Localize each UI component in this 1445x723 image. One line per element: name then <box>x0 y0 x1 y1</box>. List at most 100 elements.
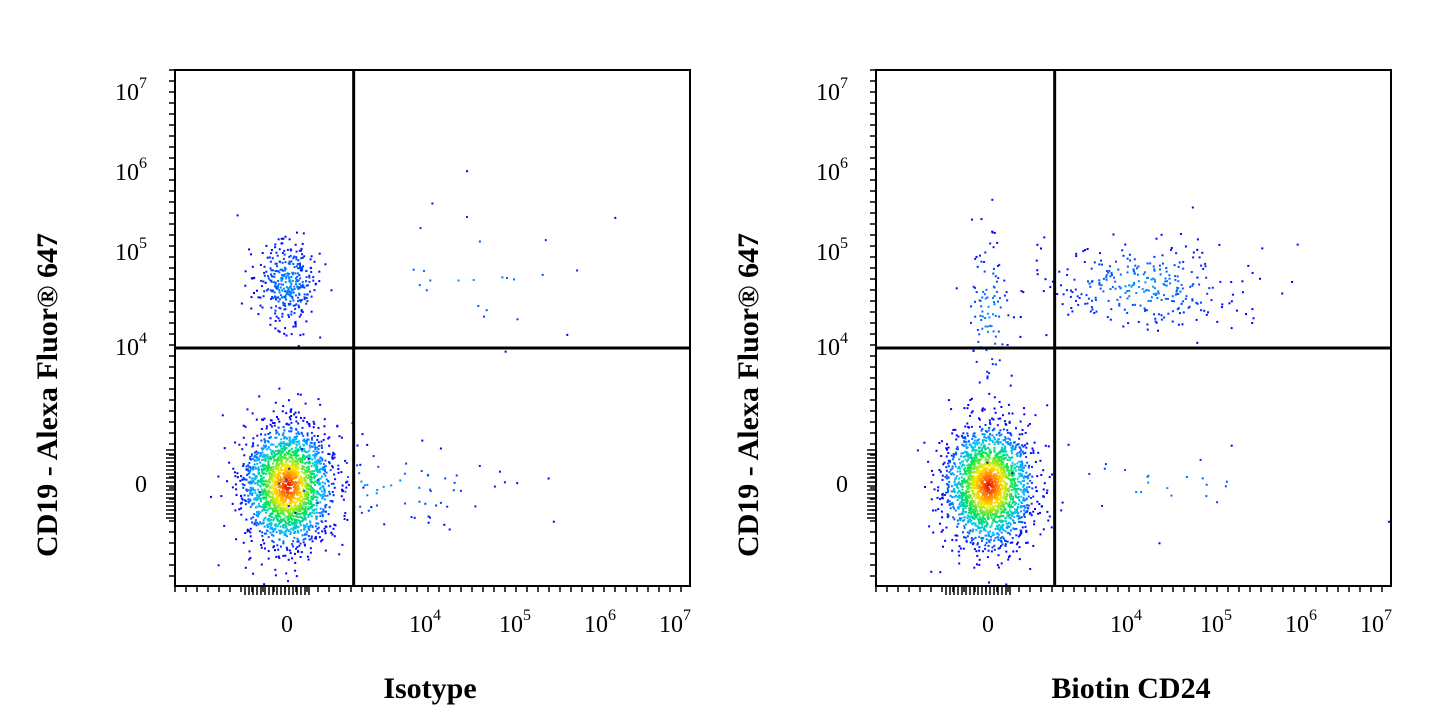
event-dot <box>258 480 261 483</box>
event-dot <box>282 531 285 534</box>
event-dot <box>290 467 292 470</box>
event-dot <box>304 491 307 494</box>
event-dot <box>962 510 965 513</box>
event-dot <box>940 440 943 443</box>
event-dot <box>1020 532 1023 535</box>
event-dot <box>314 495 317 498</box>
event-dot <box>988 479 991 482</box>
event-dot <box>989 538 992 541</box>
event-dot <box>289 552 292 555</box>
event-dot <box>1204 262 1207 265</box>
event-dot <box>973 465 976 467</box>
event-dot <box>951 467 954 470</box>
event-dot <box>292 527 295 530</box>
event-dot <box>949 507 952 510</box>
event-dot <box>267 536 270 539</box>
event-dot <box>952 473 955 476</box>
event-dot <box>948 500 951 503</box>
event-dot <box>284 436 287 439</box>
event-dot <box>288 464 291 467</box>
event-dot <box>1011 498 1014 500</box>
event-dot <box>315 454 318 457</box>
event-dot <box>271 486 274 489</box>
event-dot <box>302 434 305 437</box>
event-dot <box>941 516 944 519</box>
event-dot <box>998 460 1001 463</box>
event-dot <box>979 503 982 506</box>
event-dot <box>1159 273 1162 276</box>
event-dot <box>999 456 1002 459</box>
event-dot <box>972 500 975 503</box>
event-dot <box>996 470 999 473</box>
event-dot <box>274 459 277 462</box>
event-dot <box>967 484 970 487</box>
event-dot <box>323 488 326 490</box>
event-dot <box>257 488 260 491</box>
event-dot <box>280 438 283 441</box>
event-dot <box>258 513 260 515</box>
event-dot <box>278 521 281 524</box>
event-dot <box>283 484 286 486</box>
event-dot <box>955 438 958 441</box>
event-dot <box>269 467 272 470</box>
event-dot <box>288 472 291 475</box>
event-dot <box>277 523 280 525</box>
event-dot <box>990 498 993 500</box>
event-dot <box>300 551 303 554</box>
event-dot <box>1022 498 1025 501</box>
event-dot <box>961 482 964 485</box>
event-dot <box>980 474 983 477</box>
event-dot <box>262 507 265 510</box>
event-dot <box>295 258 298 261</box>
event-dot <box>292 451 295 454</box>
event-dot <box>979 511 982 513</box>
event-dot <box>975 550 978 553</box>
event-dot <box>274 487 277 490</box>
event-dot <box>1002 508 1005 511</box>
event-dot <box>972 489 975 492</box>
event-dot <box>283 533 286 536</box>
event-dot <box>981 521 984 524</box>
event-dot <box>270 475 273 478</box>
event-dot <box>264 440 267 442</box>
event-dot <box>1021 433 1024 436</box>
event-dot <box>307 513 310 516</box>
event-dot <box>995 456 998 459</box>
event-dot <box>978 452 981 455</box>
event-dot <box>288 467 291 470</box>
event-dot <box>279 476 282 479</box>
event-dot <box>286 422 289 425</box>
event-dot <box>302 265 305 268</box>
event-dot <box>286 248 289 251</box>
event-dot <box>1006 490 1009 492</box>
event-dot <box>1006 458 1009 461</box>
event-dot <box>937 486 940 489</box>
event-dot <box>980 491 983 494</box>
event-dot <box>266 448 269 451</box>
event-dot <box>1021 460 1023 463</box>
event-dot <box>331 533 334 536</box>
event-dot <box>288 479 291 482</box>
event-dot <box>286 464 289 467</box>
event-dot <box>240 497 243 500</box>
event-dot <box>983 517 986 520</box>
event-dot <box>1022 484 1025 487</box>
event-dot <box>275 298 277 301</box>
event-dot <box>266 453 269 456</box>
event-dot <box>271 468 274 471</box>
event-dot <box>258 468 261 471</box>
event-dot <box>344 512 347 515</box>
event-dot <box>1006 431 1009 434</box>
event-dot <box>263 488 266 491</box>
event-dot <box>309 507 312 510</box>
event-dot <box>290 313 293 316</box>
event-dot <box>1012 519 1015 522</box>
event-dot <box>965 505 968 508</box>
event-dot <box>945 447 948 450</box>
event-dot <box>294 452 297 455</box>
event-dot <box>1006 465 1009 468</box>
event-dot <box>284 294 287 297</box>
event-dot <box>981 483 984 486</box>
event-dot <box>976 554 979 557</box>
